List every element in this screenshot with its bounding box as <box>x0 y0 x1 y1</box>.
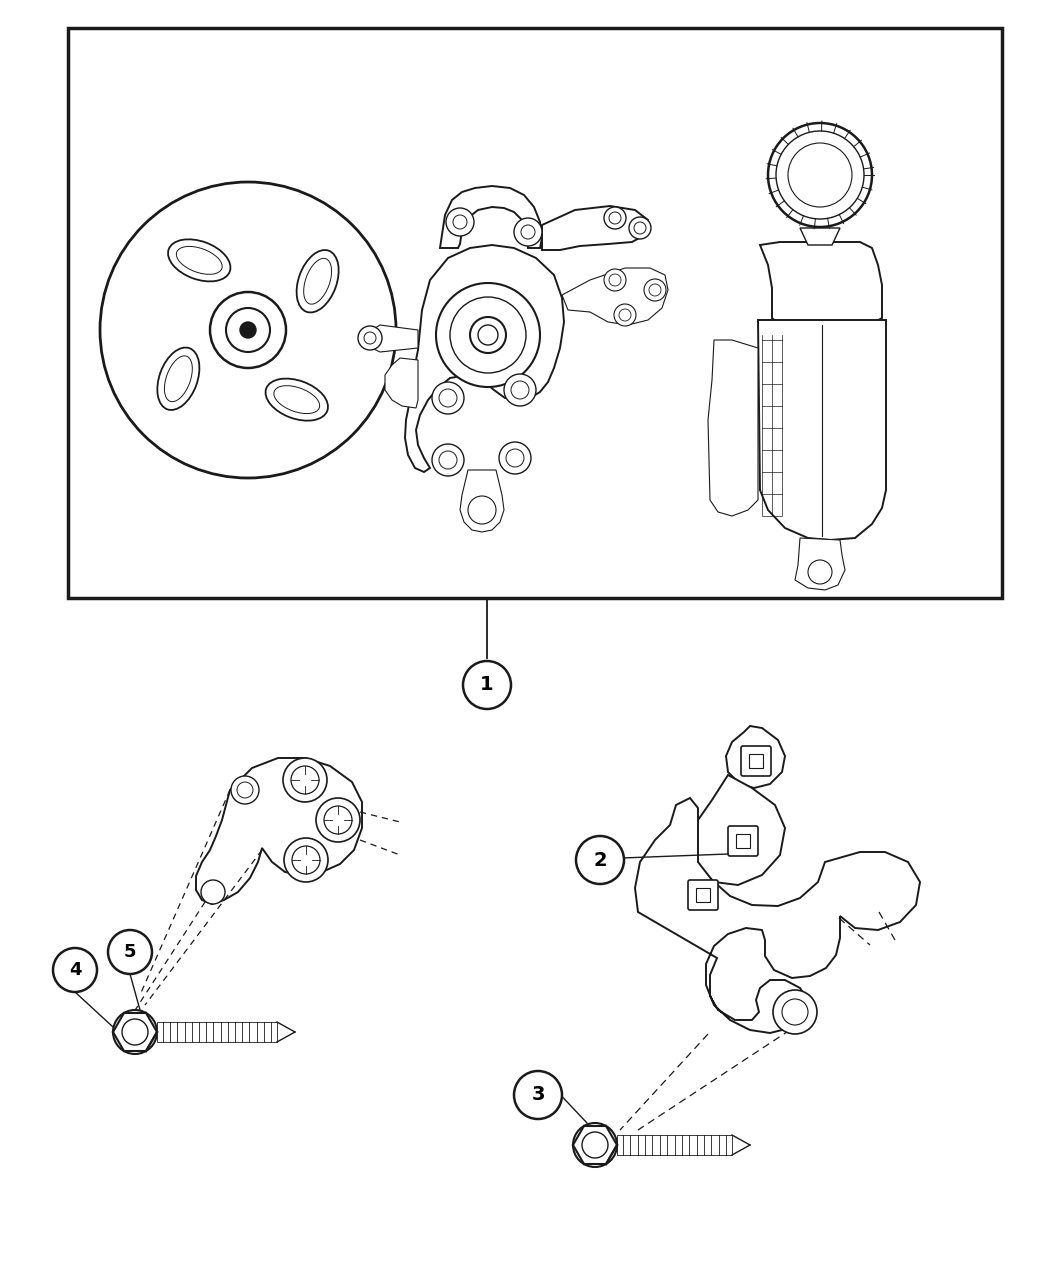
Circle shape <box>439 389 457 407</box>
Circle shape <box>470 317 506 353</box>
Polygon shape <box>460 470 504 532</box>
Circle shape <box>644 279 666 301</box>
FancyBboxPatch shape <box>741 746 771 776</box>
Circle shape <box>468 496 496 524</box>
Circle shape <box>52 949 97 992</box>
Circle shape <box>609 274 621 286</box>
Polygon shape <box>385 358 418 408</box>
Circle shape <box>463 660 511 709</box>
Polygon shape <box>758 320 886 541</box>
Circle shape <box>504 374 536 405</box>
Ellipse shape <box>274 385 319 413</box>
Circle shape <box>292 847 320 873</box>
Text: 1: 1 <box>480 676 494 695</box>
Circle shape <box>316 798 360 842</box>
Text: 2: 2 <box>593 850 607 870</box>
Circle shape <box>604 269 626 291</box>
Circle shape <box>284 759 327 802</box>
Ellipse shape <box>266 379 328 421</box>
Circle shape <box>573 1123 617 1167</box>
Circle shape <box>478 325 498 346</box>
Circle shape <box>768 122 871 227</box>
Circle shape <box>506 449 524 467</box>
Text: 5: 5 <box>124 944 136 961</box>
Circle shape <box>108 929 152 974</box>
Circle shape <box>776 131 864 219</box>
FancyBboxPatch shape <box>728 826 758 856</box>
Polygon shape <box>635 798 920 1033</box>
Circle shape <box>324 806 352 834</box>
Ellipse shape <box>303 259 332 305</box>
Polygon shape <box>440 186 542 249</box>
Polygon shape <box>196 759 362 904</box>
Ellipse shape <box>176 246 223 274</box>
Circle shape <box>201 880 225 904</box>
Circle shape <box>450 297 526 374</box>
Circle shape <box>291 766 319 794</box>
Circle shape <box>773 989 817 1034</box>
Text: 4: 4 <box>68 961 81 979</box>
Circle shape <box>499 442 531 474</box>
Polygon shape <box>368 325 418 352</box>
Polygon shape <box>726 725 785 788</box>
Ellipse shape <box>168 240 230 282</box>
Circle shape <box>439 451 457 469</box>
Circle shape <box>432 382 464 414</box>
Text: 3: 3 <box>531 1085 545 1104</box>
Circle shape <box>609 212 621 224</box>
Circle shape <box>284 838 328 882</box>
Circle shape <box>514 1071 562 1119</box>
Polygon shape <box>562 268 668 325</box>
Circle shape <box>453 215 467 230</box>
Circle shape <box>240 323 256 338</box>
Circle shape <box>237 782 253 798</box>
Circle shape <box>620 309 631 321</box>
Circle shape <box>122 1019 148 1046</box>
Bar <box>749 754 763 768</box>
Circle shape <box>634 222 646 235</box>
Ellipse shape <box>296 250 339 312</box>
Circle shape <box>782 1000 808 1025</box>
Circle shape <box>231 776 259 805</box>
Polygon shape <box>800 228 840 245</box>
Bar <box>736 834 750 848</box>
Polygon shape <box>542 207 648 250</box>
Circle shape <box>446 208 474 236</box>
Circle shape <box>576 836 624 884</box>
Ellipse shape <box>158 348 200 411</box>
Ellipse shape <box>165 356 192 402</box>
Circle shape <box>432 444 464 476</box>
Polygon shape <box>692 775 785 885</box>
Circle shape <box>358 326 382 351</box>
Circle shape <box>364 332 376 344</box>
Circle shape <box>582 1132 608 1158</box>
Bar <box>696 887 710 901</box>
FancyBboxPatch shape <box>688 880 718 910</box>
Circle shape <box>614 303 636 326</box>
Circle shape <box>808 560 832 584</box>
Polygon shape <box>708 340 758 516</box>
Circle shape <box>514 218 542 246</box>
Circle shape <box>436 283 540 388</box>
Polygon shape <box>795 538 845 590</box>
Bar <box>68 28 1002 598</box>
Circle shape <box>226 309 270 352</box>
Circle shape <box>629 217 651 238</box>
Circle shape <box>788 143 852 207</box>
Circle shape <box>521 224 536 238</box>
Circle shape <box>100 182 396 478</box>
Circle shape <box>210 292 286 368</box>
Circle shape <box>113 1010 158 1054</box>
Polygon shape <box>405 245 564 472</box>
Circle shape <box>511 381 529 399</box>
Polygon shape <box>760 242 882 325</box>
Bar <box>158 1023 277 1042</box>
Circle shape <box>604 207 626 230</box>
Bar <box>617 1135 732 1155</box>
Circle shape <box>649 284 662 296</box>
